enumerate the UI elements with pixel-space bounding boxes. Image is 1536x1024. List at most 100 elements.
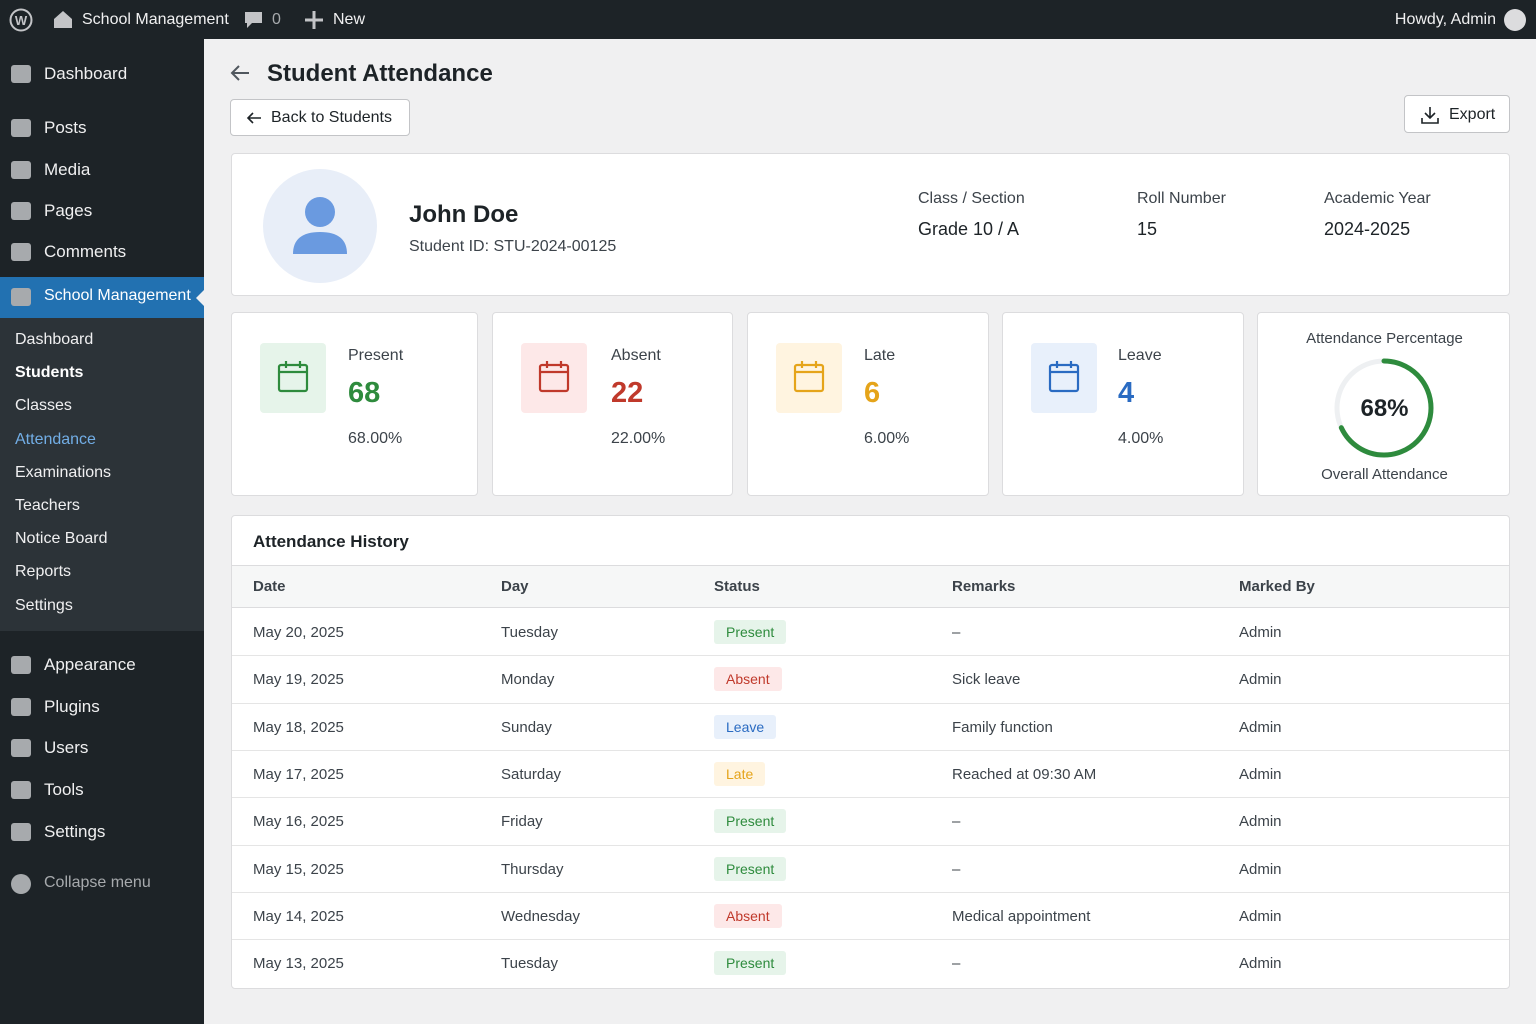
back-button[interactable]: Back to Students bbox=[230, 99, 410, 136]
table-cell: Wednesday bbox=[501, 907, 580, 925]
stat-icon bbox=[776, 343, 842, 413]
back-label: Back to Students bbox=[271, 109, 392, 126]
table-cell: May 15, 2025 bbox=[253, 860, 344, 878]
submenu-item[interactable]: Students bbox=[15, 364, 84, 382]
stat-percent: 4.00% bbox=[1118, 430, 1164, 447]
menu-item[interactable]: Posts bbox=[44, 118, 87, 137]
sidebar: Dashboard Posts Media Pages Comments School M… bbox=[0, 39, 204, 1024]
table-cell: May 13, 2025 bbox=[253, 955, 344, 973]
submenu-item[interactable]: Dashboard bbox=[15, 331, 94, 348]
table-cell: – bbox=[952, 860, 961, 878]
plus-icon bbox=[305, 11, 323, 29]
table-cell: Sunday bbox=[501, 718, 552, 736]
table-cell: May 19, 2025 bbox=[253, 671, 344, 689]
greeting[interactable]: Howdy, Admin bbox=[1394, 11, 1496, 28]
row-divider bbox=[232, 891, 1509, 893]
menu-item[interactable]: Comments bbox=[44, 242, 127, 261]
stat-card: Present 68 68.00% bbox=[231, 312, 478, 496]
status-badge: Present bbox=[714, 809, 787, 834]
ring-value: 68% bbox=[1360, 395, 1409, 422]
submenu-bg bbox=[0, 318, 204, 631]
history-title: Attendance History bbox=[253, 532, 409, 551]
table-cell: May 16, 2025 bbox=[253, 813, 344, 831]
comment-icon bbox=[245, 12, 262, 28]
table-cell: Admin bbox=[1239, 765, 1282, 783]
stat-card: Absent 22 22.00% bbox=[492, 312, 733, 496]
ring-arc bbox=[1334, 358, 1434, 458]
menu-icon bbox=[11, 202, 31, 220]
student-avatar bbox=[263, 169, 377, 283]
active-arrow bbox=[196, 290, 204, 306]
menu-item[interactable]: Settings bbox=[44, 821, 106, 841]
submenu-item[interactable]: Attendance bbox=[15, 430, 96, 448]
menu-icon bbox=[11, 739, 31, 758]
status-badge: Present bbox=[714, 856, 787, 881]
site-name[interactable]: School Management bbox=[82, 11, 229, 28]
table-cell: Admin bbox=[1239, 718, 1282, 736]
menu-item[interactable]: Tools bbox=[44, 780, 84, 800]
row-divider bbox=[232, 939, 1509, 941]
student-card: John Doe Student ID: STU-2024-00125 Clas… bbox=[231, 153, 1510, 296]
menu-icon bbox=[11, 243, 31, 261]
table-header bbox=[232, 565, 1509, 608]
menu-icon bbox=[11, 781, 31, 800]
stat-label: Late bbox=[864, 347, 896, 364]
table-cell: May 14, 2025 bbox=[253, 907, 344, 925]
row-divider bbox=[232, 844, 1509, 846]
menu-icon bbox=[11, 119, 31, 137]
submenu-item[interactable]: Notice Board bbox=[15, 530, 108, 548]
row-divider bbox=[232, 655, 1509, 657]
back-arrow[interactable] bbox=[229, 62, 251, 84]
column-header: Day bbox=[501, 578, 529, 595]
table-cell: Admin bbox=[1239, 671, 1282, 689]
menu-item[interactable]: Media bbox=[44, 160, 91, 179]
menu-item[interactable]: Dashboard bbox=[44, 64, 128, 83]
stat-card: Leave 4 4.00% bbox=[1002, 312, 1244, 496]
stat-count: 6 bbox=[864, 377, 881, 409]
comment-count[interactable]: 0 bbox=[272, 11, 281, 28]
student-name: John Doe bbox=[409, 201, 519, 228]
stat-count: 68 bbox=[348, 377, 381, 409]
stat-card: Late 6 6.00% bbox=[747, 312, 989, 496]
table-cell: Sick leave bbox=[952, 671, 1021, 689]
menu-item[interactable]: Appearance bbox=[44, 655, 136, 674]
column-header: Status bbox=[714, 578, 760, 595]
field-label: Class / Section bbox=[918, 190, 1025, 207]
row-divider bbox=[232, 797, 1509, 799]
active-menu-bg bbox=[0, 277, 204, 318]
table-cell: – bbox=[952, 955, 961, 973]
field-value: 2024-2025 bbox=[1324, 219, 1411, 239]
submenu-item[interactable]: Reports bbox=[15, 563, 72, 581]
ring-title: Attendance Percentage bbox=[1306, 330, 1463, 347]
table-cell: Admin bbox=[1239, 813, 1282, 831]
submenu-item[interactable]: Classes bbox=[15, 397, 72, 415]
history-card: Attendance History Date Day Status Remarks M… bbox=[231, 515, 1510, 989]
menu-item[interactable]: Pages bbox=[44, 201, 93, 220]
submenu-item[interactable]: Examinations bbox=[15, 463, 112, 481]
stat-percent: 22.00% bbox=[611, 430, 666, 447]
table-cell: Admin bbox=[1239, 624, 1282, 641]
field-value: Grade 10 / A bbox=[918, 219, 1020, 239]
menu-icon bbox=[11, 65, 31, 83]
submenu-item[interactable]: Settings bbox=[15, 596, 73, 614]
svg-text:W: W bbox=[15, 13, 28, 28]
collapse-icon[interactable] bbox=[11, 874, 31, 894]
status-badge: Present bbox=[714, 951, 787, 976]
stat-label: Present bbox=[348, 347, 404, 364]
menu-icon bbox=[11, 822, 31, 841]
menu-item[interactable]: School Management bbox=[44, 287, 191, 304]
avatar[interactable] bbox=[1504, 9, 1526, 31]
table-cell: Admin bbox=[1239, 907, 1282, 925]
wp-logo[interactable]: W bbox=[9, 8, 33, 32]
page-title: Student Attendance bbox=[267, 60, 493, 87]
menu-item[interactable]: Plugins bbox=[44, 696, 100, 716]
new-link[interactable]: New bbox=[333, 11, 366, 28]
stat-icon bbox=[521, 343, 587, 413]
export-button[interactable]: Export bbox=[1404, 95, 1510, 133]
field-label: Roll Number bbox=[1137, 190, 1226, 207]
collapse-menu[interactable]: Collapse menu bbox=[44, 874, 151, 891]
submenu-item[interactable]: Teachers bbox=[15, 497, 80, 514]
status-badge: Absent bbox=[714, 903, 782, 928]
menu-item[interactable]: Users bbox=[44, 738, 89, 758]
